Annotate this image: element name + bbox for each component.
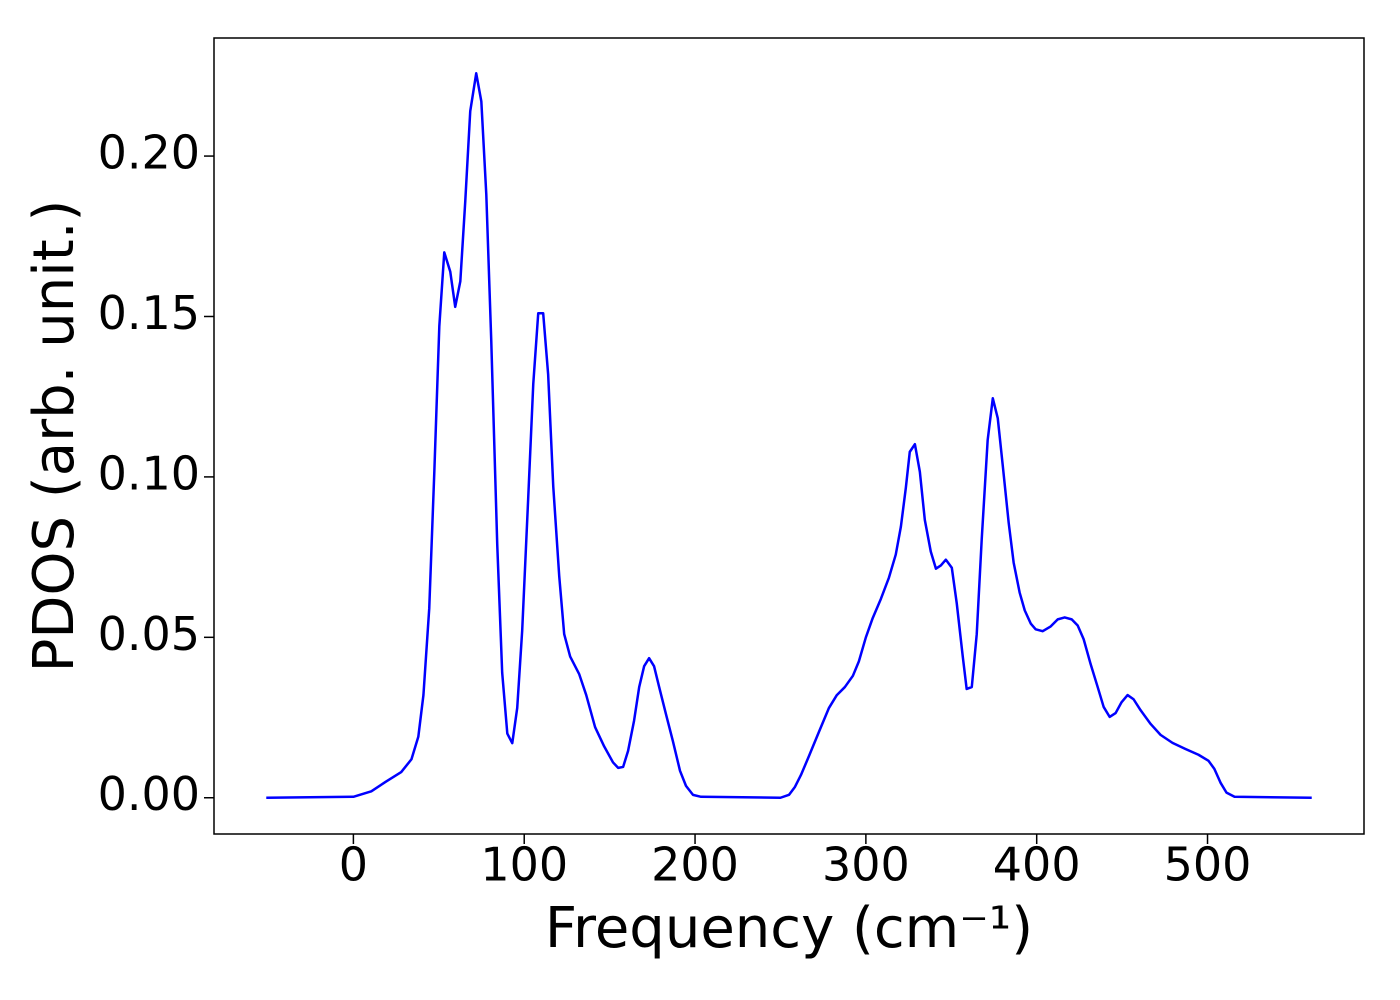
y-tick-label: 0.15 xyxy=(98,286,200,340)
y-tick-label: 0.20 xyxy=(98,126,200,180)
plot-frame xyxy=(213,37,1365,835)
y-tick-label: 0.10 xyxy=(98,446,200,500)
x-tick-label: 300 xyxy=(822,838,910,892)
y-axis-label: PDOS (arb. unit.) xyxy=(22,200,87,673)
x-tick-label: 100 xyxy=(480,838,568,892)
y-tick-label: 0.00 xyxy=(98,767,200,821)
x-tick-label: 200 xyxy=(651,838,739,892)
x-tick-label: 500 xyxy=(1164,838,1252,892)
pdos-line xyxy=(266,72,1312,799)
y-tick-label: 0.05 xyxy=(98,607,200,661)
x-axis-label: Frequency (cm⁻¹) xyxy=(545,896,1033,961)
x-tick-label: 0 xyxy=(339,838,368,892)
x-tick-label: 400 xyxy=(993,838,1081,892)
